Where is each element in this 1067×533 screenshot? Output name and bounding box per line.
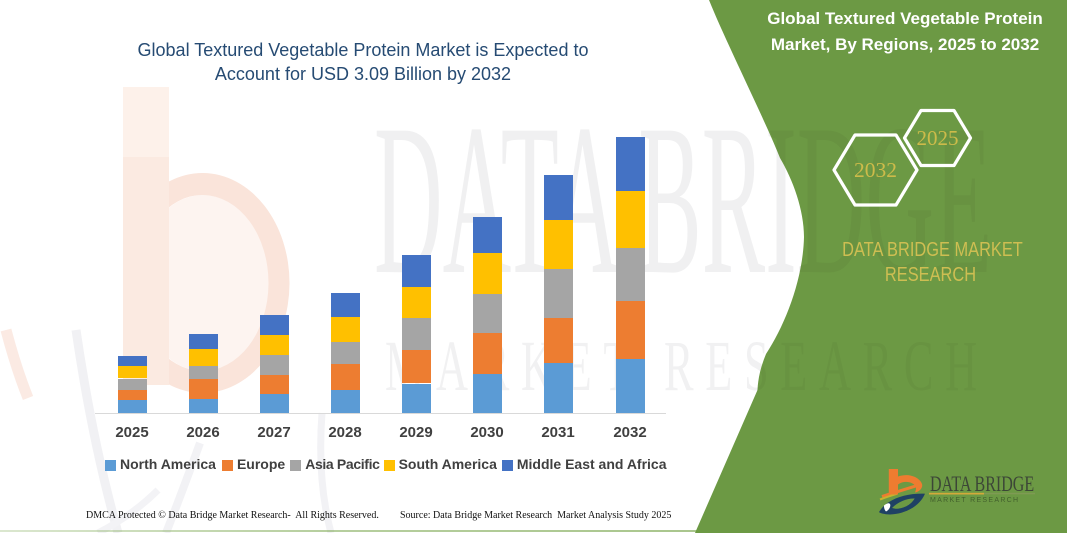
svg-text:MARKET RESEARCH: MARKET RESEARCH: [930, 497, 1019, 504]
svg-text:DATA BRIDGE: DATA BRIDGE: [930, 473, 1034, 497]
